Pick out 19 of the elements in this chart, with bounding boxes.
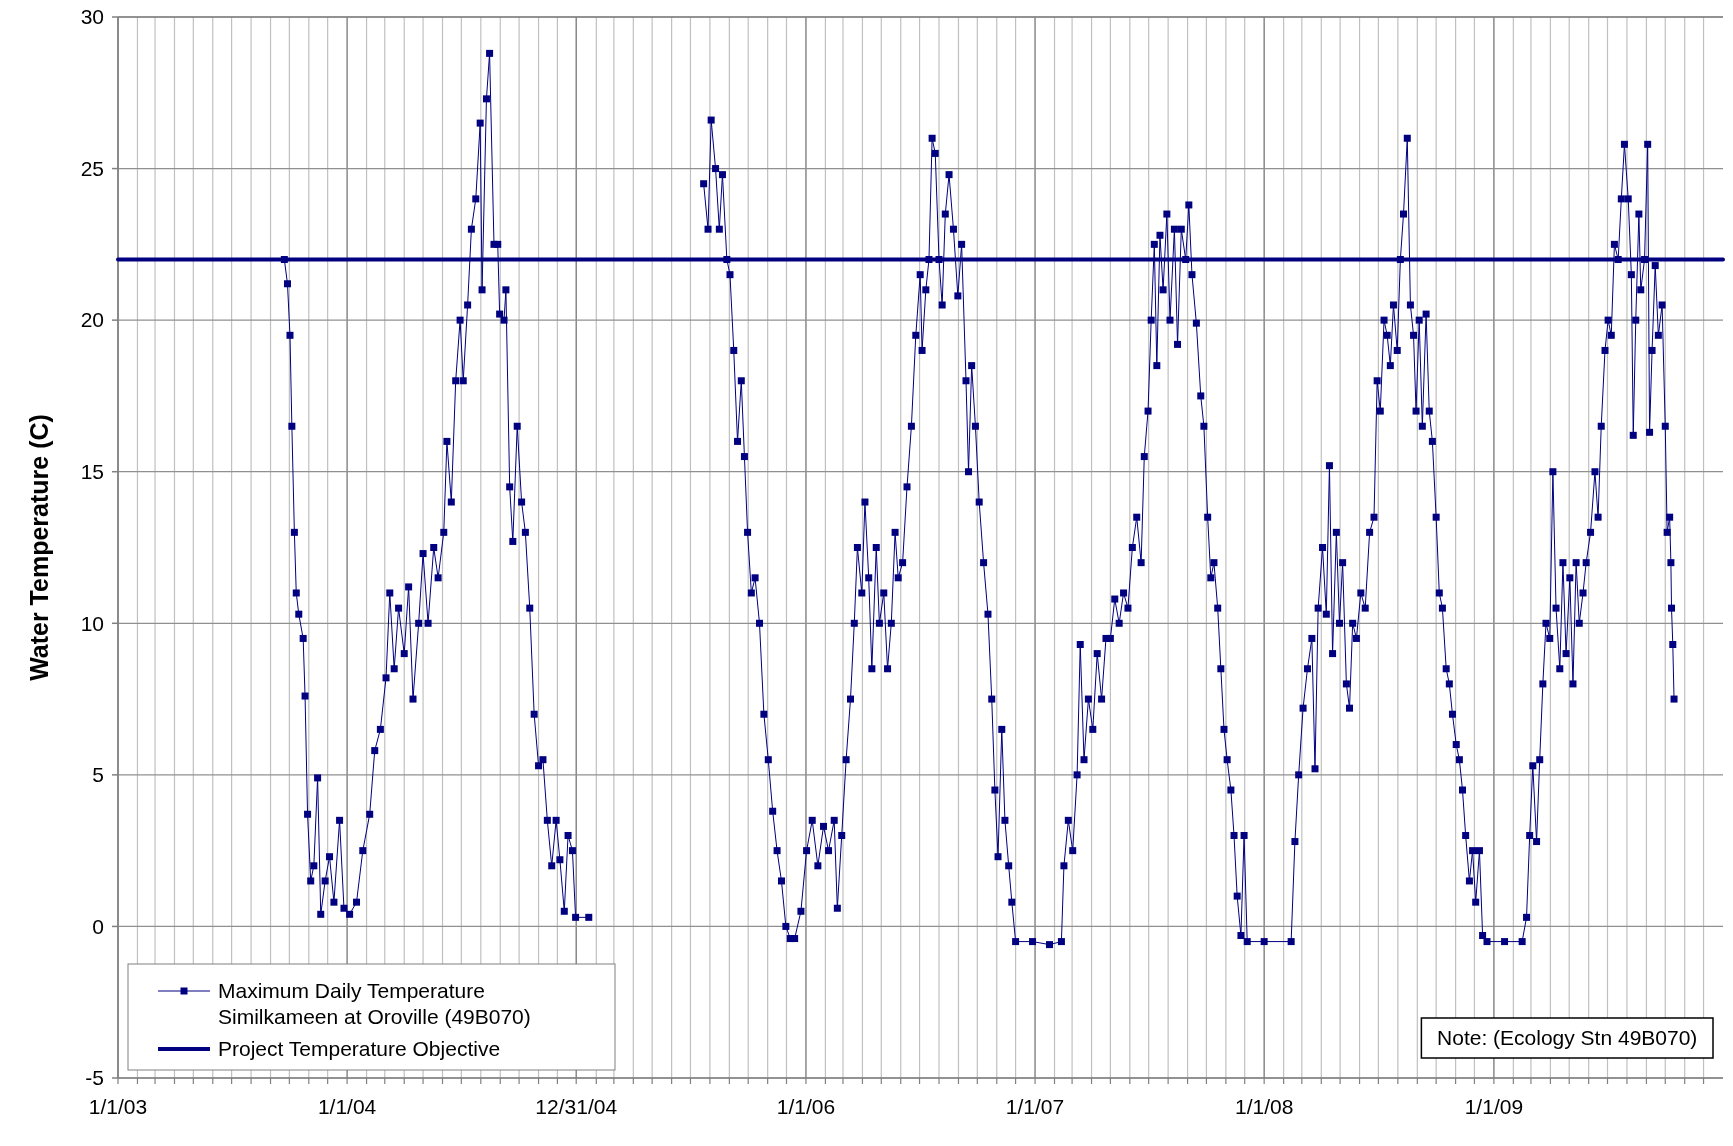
x-tick-label: 1/1/06 [776, 1095, 836, 1118]
x-tick-label: 1/1/08 [1234, 1095, 1294, 1118]
x-tick-label: 1/1/07 [1005, 1095, 1065, 1118]
y-tick-label: 0 [92, 914, 104, 938]
y-tick-label: 10 [80, 611, 104, 635]
x-tick-label: 1/1/09 [1464, 1095, 1524, 1118]
y-axis-title: Water Temperature (C) [25, 414, 53, 681]
y-tick-label: 30 [80, 5, 104, 29]
x-tick-label: 1/1/04 [317, 1095, 377, 1118]
legend-label: Maximum Daily Temperature Similkameen at Oroville (49B070) [218, 979, 531, 1029]
y-tick-label: 5 [92, 763, 104, 787]
x-tick-label: 1/1/03 [88, 1095, 148, 1118]
y-tick-label: 25 [80, 156, 104, 180]
y-tick-label: 15 [80, 460, 104, 484]
y-tick-label: -5 [85, 1066, 104, 1090]
annotation: Note: (Ecology Stn 49B070) [1437, 1026, 1698, 1050]
y-tick-label: 20 [80, 308, 104, 332]
legend-label: Project Temperature Objective [218, 1037, 501, 1061]
x-tick-label: 12/31/04 [535, 1095, 618, 1118]
